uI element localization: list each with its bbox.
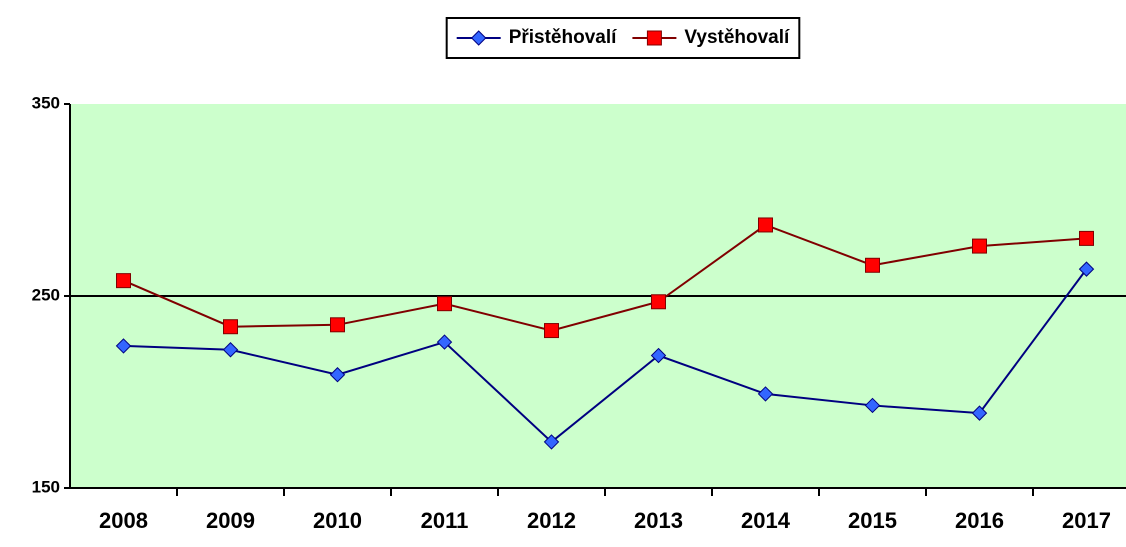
y-tick-label: 250 [32,285,60,304]
data-point [544,323,559,339]
data-point [651,294,666,310]
y-tick-label: 150 [32,477,60,496]
data-point [223,319,238,335]
x-tick-label: 2009 [206,508,255,533]
legend-box [445,17,801,59]
data-point [1078,261,1095,277]
data-point [437,296,452,312]
legend-label: Vystěhovalí [684,27,790,48]
data-point [543,434,560,450]
data-point [436,334,453,350]
data-point [972,238,987,254]
series-line [123,268,1088,444]
data-point [758,217,773,233]
y-tick-label: 350 [32,93,60,112]
data-point [115,338,132,354]
data-point [971,405,988,421]
data-point [865,257,880,273]
data-point [116,273,131,289]
data-point [330,317,345,333]
x-tick-label: 2012 [527,508,576,533]
x-tick-label: 2008 [99,508,148,533]
legend-marker [646,30,662,46]
data-point [650,347,667,364]
legend-label: Přistěhovalí [509,27,617,48]
x-tick-label: 2017 [1062,508,1111,533]
data-point [222,342,239,358]
legend-marker [470,30,487,46]
x-tick-label: 2014 [741,508,791,533]
x-tick-label: 2013 [634,508,683,533]
data-point [329,367,346,383]
x-tick-label: 2011 [421,508,469,533]
data-point [1079,230,1094,246]
data-point [757,386,774,402]
data-point [864,397,881,414]
series-line [123,223,1087,332]
x-tick-label: 2010 [313,508,362,533]
x-tick-label: 2016 [955,508,1004,533]
legend: Přistěhovalí Vystěhovalí [445,17,801,59]
x-tick-label: 2015 [848,508,897,533]
